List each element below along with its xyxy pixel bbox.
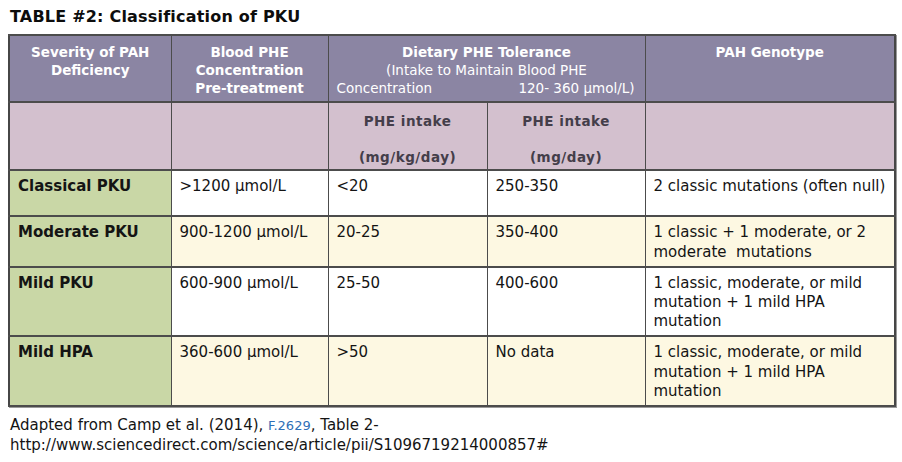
source-url: http://www.sciencedirect.com/science/art… xyxy=(10,436,894,456)
cell-severity: Mild PKU xyxy=(9,267,171,337)
subheader-empty-genotype xyxy=(645,102,895,170)
header-dietary-title: Dietary PHE Tolerance xyxy=(337,44,637,62)
cell-intake-mg: 400-600 xyxy=(487,267,645,337)
cell-genotype: 1 classic, moderate, or mild mutation + … xyxy=(645,267,895,337)
citation-prefix: Adapted from Camp et al. (2014), xyxy=(10,416,268,434)
header-dietary-line3-right: 120- 360 μmol/L) xyxy=(518,80,634,98)
header-dietary-tolerance: Dietary PHE Tolerance (Intake to Maintai… xyxy=(328,35,645,102)
citation-line: Adapted from Camp et al. (2014), F.2629,… xyxy=(10,416,894,436)
cell-genotype: 2 classic mutations (often null) xyxy=(645,170,895,216)
cell-genotype: 1 classic, moderate, or mild mutation + … xyxy=(645,336,895,406)
page: TABLE #2: Classification of PKU Severity… xyxy=(0,0,902,456)
header-row-sub: PHE intake (mg/kg/day) PHE intake (mg/da… xyxy=(9,102,895,170)
cell-blood-phe: >1200 μmol/L xyxy=(171,170,328,216)
cell-intake-mg: 350-400 xyxy=(487,216,645,266)
table-title: TABLE #2: Classification of PKU xyxy=(10,7,894,26)
header-dietary-line3: Concentration 120- 360 μmol/L) xyxy=(337,80,637,98)
cell-intake-mg-kg: 20-25 xyxy=(328,216,487,266)
cell-intake-mg: 250-350 xyxy=(487,170,645,216)
subheader-intake-mg-kg: PHE intake (mg/kg/day) xyxy=(328,102,487,170)
subheader-empty-blood-phe xyxy=(171,102,328,170)
cell-severity: Mild HPA xyxy=(9,336,171,406)
cell-intake-mg: No data xyxy=(487,336,645,406)
table-row-classical-pku: Classical PKU >1200 μmol/L <20 250-350 2… xyxy=(9,170,895,216)
header-genotype-label: PAH Genotype xyxy=(654,44,887,62)
table-row-moderate-pku: Moderate PKU 900-1200 μmol/L 20-25 350-4… xyxy=(9,216,895,266)
table-row-mild-pku: Mild PKU 600-900 μmol/L 25-50 400-600 1 … xyxy=(9,267,895,337)
pku-classification-table: Severity of PAH Deficiency Blood PHE Con… xyxy=(8,34,896,407)
header-dietary-line2: (Intake to Maintain Blood PHE xyxy=(337,62,637,80)
cell-intake-mg-kg: >50 xyxy=(328,336,487,406)
cell-blood-phe: 360-600 μmol/L xyxy=(171,336,328,406)
subheader-intake-mg: PHE intake (mg/day) xyxy=(487,102,645,170)
cell-intake-mg-kg: <20 xyxy=(328,170,487,216)
header-genotype: PAH Genotype xyxy=(645,35,895,102)
subheader-unit-2: (mg/day) xyxy=(496,149,637,165)
table-row-mild-hpa: Mild HPA 360-600 μmol/L >50 No data 1 cl… xyxy=(9,336,895,406)
cell-blood-phe: 900-1200 μmol/L xyxy=(171,216,328,266)
header-dietary-line3-left: Concentration xyxy=(337,80,433,98)
subheader-unit-1: (mg/kg/day) xyxy=(337,149,479,165)
footer-citation: Adapted from Camp et al. (2014), F.2629,… xyxy=(10,416,894,456)
citation-suffix: , Table 2- xyxy=(311,416,379,434)
header-severity-label: Severity of PAH Deficiency xyxy=(18,44,163,80)
cell-blood-phe: 600-900 μmol/L xyxy=(171,267,328,337)
header-row-main: Severity of PAH Deficiency Blood PHE Con… xyxy=(9,35,895,102)
subheader-intake-label-2: PHE intake xyxy=(496,113,637,129)
header-blood-phe: Blood PHE Concentration Pre-treatment xyxy=(171,35,328,102)
cell-severity: Classical PKU xyxy=(9,170,171,216)
subheader-intake-label-1: PHE intake xyxy=(337,113,479,129)
citation-link[interactable]: F.2629 xyxy=(268,418,311,433)
header-blood-phe-label: Blood PHE Concentration Pre-treatment xyxy=(180,44,320,97)
cell-genotype: 1 classic + 1 moderate, or 2 moderate mu… xyxy=(645,216,895,266)
subheader-empty-severity xyxy=(9,102,171,170)
cell-severity: Moderate PKU xyxy=(9,216,171,266)
header-severity: Severity of PAH Deficiency xyxy=(9,35,171,102)
cell-intake-mg-kg: 25-50 xyxy=(328,267,487,337)
